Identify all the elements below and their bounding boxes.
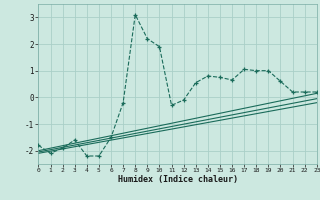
X-axis label: Humidex (Indice chaleur): Humidex (Indice chaleur) <box>118 175 238 184</box>
